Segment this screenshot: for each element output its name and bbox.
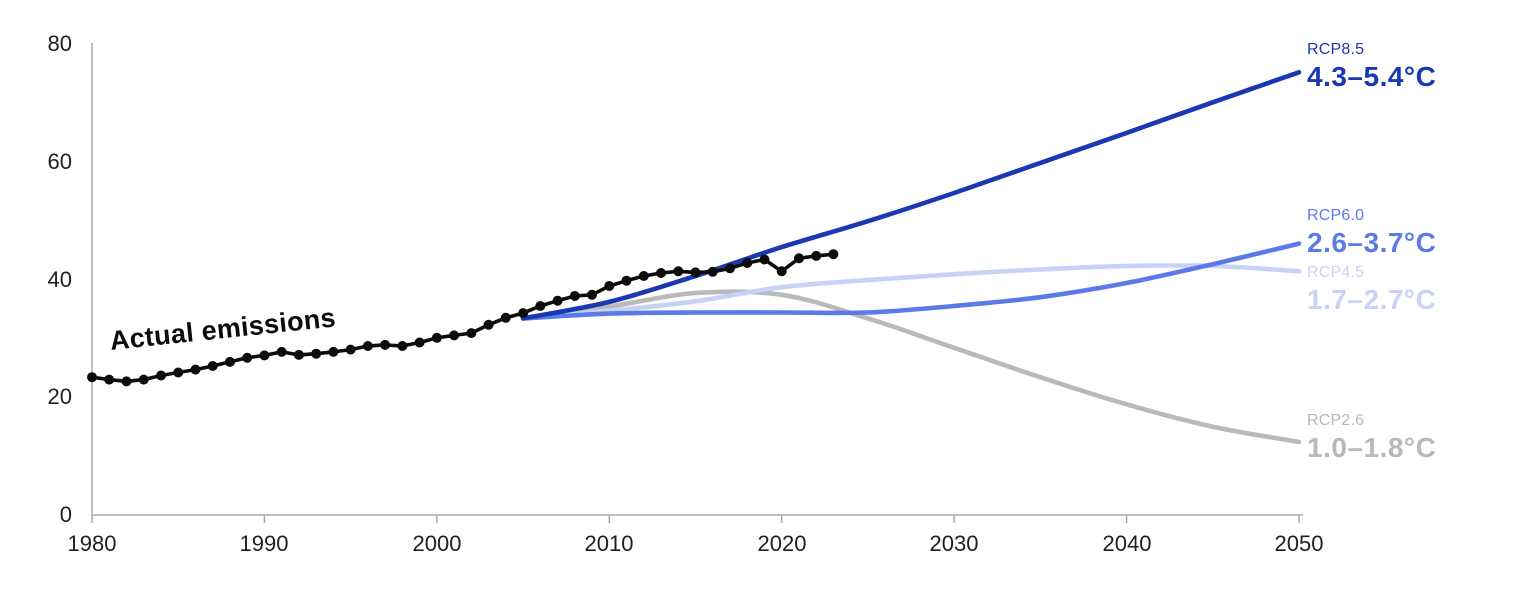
data-point-marker (707, 266, 718, 277)
data-point-marker (500, 312, 511, 323)
data-point-marker (776, 266, 787, 277)
data-point-marker (449, 330, 460, 341)
data-point-marker (742, 258, 753, 268)
x-tick-label-2010: 2010 (584, 531, 634, 556)
data-point-marker (587, 289, 597, 300)
data-point-marker (224, 356, 235, 367)
x-tick-label-1990: 1990 (239, 531, 289, 556)
data-point-marker (397, 341, 408, 351)
data-point-marker (759, 254, 770, 265)
data-point-marker (328, 346, 339, 357)
data-point-marker (121, 376, 132, 387)
y-tick-label-20: 20 (47, 384, 72, 409)
data-point-marker (638, 271, 649, 281)
data-point-marker (811, 250, 822, 261)
rcp85-range: 4.3–5.4°C (1307, 61, 1437, 92)
y-tick-label-40: 40 (47, 267, 72, 292)
rcp60-range: 2.6–3.7°C (1307, 227, 1437, 258)
series-line-RCP6.0 (520, 241, 1302, 321)
x-tick-label-2020: 2020 (757, 531, 807, 556)
data-point-marker (104, 374, 115, 385)
annotation-rcp60: RCP6.0 2.6–3.7°C (1307, 206, 1436, 260)
x-tick-label-2050: 2050 (1274, 531, 1324, 556)
data-point-marker (380, 339, 391, 350)
annotation-rcp26: RCP2.6 1.0–1.8°C (1307, 411, 1436, 465)
data-point-marker (431, 332, 442, 343)
y-tick-label-0: 0 (59, 502, 72, 527)
data-point-marker (345, 344, 356, 355)
data-point-marker (569, 291, 580, 301)
data-point-marker (242, 352, 253, 363)
rcp45-name: RCP4.5 (1307, 264, 1365, 281)
data-point-marker (276, 346, 287, 357)
data-point-marker (552, 295, 563, 306)
data-point-marker (690, 267, 701, 278)
data-point-marker (466, 328, 477, 339)
data-point-marker (621, 275, 632, 286)
data-point-marker (190, 364, 201, 375)
x-tick-label-2040: 2040 (1102, 531, 1152, 556)
data-point-marker (138, 374, 149, 385)
data-point-marker (725, 263, 735, 274)
data-point-marker (207, 361, 218, 371)
x-tick-label-2030: 2030 (929, 531, 979, 556)
data-point-marker (656, 268, 666, 278)
data-point-marker (414, 337, 425, 348)
data-point-marker (259, 350, 270, 361)
data-point-marker (362, 341, 373, 351)
rcp26-name: RCP2.6 (1307, 412, 1365, 429)
rcp45-range: 1.7–2.7°C (1307, 284, 1437, 315)
rcp85-name: RCP8.5 (1307, 41, 1365, 58)
series-line-RCP2.6 (520, 289, 1302, 445)
data-point-marker (828, 249, 839, 260)
annotation-rcp45: RCP4.5 1.7–2.7°C (1307, 263, 1436, 317)
rcp60-name: RCP6.0 (1307, 207, 1365, 224)
x-tick-label-2000: 2000 (412, 531, 462, 556)
rcp26-range: 1.0–1.8°C (1307, 432, 1437, 463)
series-line-RCP8.5 (520, 70, 1302, 321)
data-point-marker (794, 253, 804, 264)
data-point-marker (518, 308, 529, 319)
series-line-RCP4.5 (520, 263, 1302, 321)
data-point-marker (156, 370, 166, 381)
y-tick-label-60: 60 (47, 149, 72, 174)
data-point-marker (483, 319, 494, 330)
y-tick-label-80: 80 (47, 31, 72, 56)
data-point-marker (604, 281, 615, 291)
data-point-marker (173, 367, 184, 378)
data-point-marker (535, 301, 546, 311)
annotation-rcp85: RCP8.5 4.3–5.4°C (1307, 40, 1436, 94)
data-point-marker (673, 266, 684, 277)
data-point-marker (87, 372, 97, 383)
data-point-marker (311, 348, 322, 359)
data-point-marker (293, 349, 304, 360)
x-tick-label-1980: 1980 (67, 531, 117, 556)
